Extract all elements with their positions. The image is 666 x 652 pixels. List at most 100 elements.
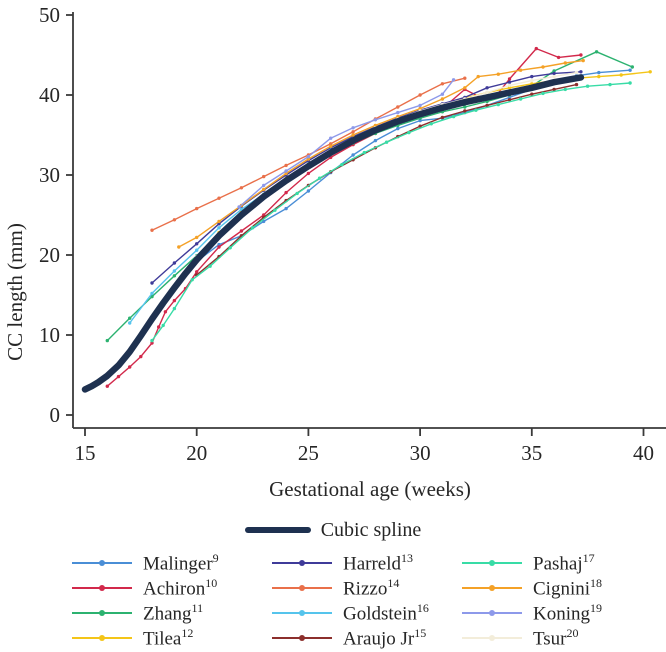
x-tick-label: 40	[633, 441, 654, 465]
series-marker-achiron	[306, 171, 311, 176]
x-tick-label: 30	[410, 441, 431, 465]
legend-entry-rizzo: Rizzo14	[272, 575, 462, 600]
legend-label-zhang: Zhang11	[143, 600, 204, 625]
series-marker-zhang	[150, 294, 154, 299]
series-marker-pashaj	[628, 81, 632, 85]
series-marker-malinger	[507, 95, 512, 100]
legend-label-koning: Koning19	[533, 600, 602, 625]
legend-entry-zhang: Zhang11	[72, 600, 272, 625]
legend-entry-araujo: Araujo Jr15	[272, 625, 462, 650]
series-marker-pashaj	[451, 114, 456, 119]
series-marker-harreld	[530, 74, 534, 79]
legend-marker-achiron	[99, 584, 105, 591]
series-marker-goldstein	[195, 248, 199, 252]
series-marker-araujo	[530, 92, 534, 96]
series-marker-pashaj	[362, 150, 366, 155]
legend-column-2: Harreld13 Rizzo14 Goldstein16 Araujo Jr15	[272, 550, 462, 650]
chart-canvas: 0 10 20 30 40 50 15 20 25 30 35 40 CC length (mm) G…	[3, 3, 666, 501]
series-marker-achiron	[163, 310, 168, 314]
legend-swatch-tsur	[462, 634, 522, 641]
series-marker-achiron	[262, 213, 266, 217]
legend-label-tsur: Tsur20	[533, 625, 579, 650]
series-marker-malinger	[306, 189, 311, 193]
series-marker-koning	[440, 92, 445, 96]
series-marker-rizzo	[217, 196, 221, 200]
legend-entry-pashaj: Pashaj17	[462, 550, 632, 575]
legend-marker-koning	[489, 609, 495, 616]
legend-swatch-cignini	[462, 584, 522, 591]
legend-marker-goldstein	[299, 609, 305, 616]
series-marker-rizzo	[195, 206, 199, 211]
legend-swatch-harreld	[272, 559, 332, 566]
series-marker-pashaj	[273, 208, 277, 212]
series-marker-koning	[373, 118, 378, 122]
series-marker-zhang	[128, 316, 132, 320]
legend-marker-harreld	[299, 559, 305, 566]
x-tick-label: 35	[521, 441, 542, 465]
series-marker-pashaj	[496, 102, 500, 107]
series-marker-pashaj	[608, 82, 612, 87]
series-marker-pashaj	[228, 246, 232, 250]
series-marker-rizzo	[172, 218, 177, 222]
series-marker-cignini	[463, 86, 467, 90]
series-marker-pashaj	[190, 278, 194, 282]
series-marker-achiron	[195, 270, 199, 274]
series-marker-harreld	[217, 222, 221, 226]
series-marker-koning	[262, 183, 266, 188]
y-tick-label: 30	[39, 163, 60, 187]
series-marker-harreld	[150, 281, 154, 285]
series-marker-cignini	[195, 235, 199, 240]
series-marker-malinger	[373, 138, 378, 143]
legend-swatch-araujo	[272, 634, 332, 641]
series-line-tilea	[184, 71, 651, 274]
series-marker-achiron	[534, 46, 538, 51]
series-marker-rizzo	[396, 105, 400, 109]
legend-swatch-goldstein	[272, 609, 332, 616]
series-marker-tsur	[507, 83, 512, 88]
series-marker-tsur	[552, 74, 556, 79]
series-marker-koning	[306, 154, 311, 159]
series-marker-araujo	[574, 82, 579, 87]
series-marker-cignini	[496, 72, 500, 76]
legend-label-achiron: Achiron10	[143, 575, 218, 600]
series-marker-tilea	[507, 86, 512, 90]
series-marker-achiron	[172, 298, 177, 303]
series-marker-cignini	[581, 58, 585, 63]
series-marker-harreld	[195, 242, 199, 246]
series-marker-achiron	[150, 341, 154, 345]
legend-column-1: Malinger9 Achiron10 Zhang11 Tilea12	[72, 550, 272, 650]
series-marker-cignini	[306, 157, 311, 161]
series-marker-rizzo	[351, 130, 355, 134]
series-marker-cignini	[440, 97, 445, 101]
series-marker-cignini	[217, 219, 221, 224]
series-marker-pashaj	[585, 84, 590, 88]
y-tick-label: 50	[39, 3, 60, 27]
legend-column-3: Pashaj17 Cignini18 Koning19 Tsur20	[462, 550, 632, 650]
legend-label-goldstein: Goldstein16	[343, 600, 429, 625]
series-marker-pashaj	[161, 323, 165, 328]
series-marker-pashaj	[518, 97, 523, 101]
axes	[72, 12, 666, 429]
series-marker-cignini	[563, 61, 567, 65]
series-marker-goldstein	[172, 269, 177, 273]
series-marker-achiron	[239, 229, 244, 233]
series-marker-cignini	[418, 106, 422, 111]
legend-marker-rizzo	[299, 584, 305, 591]
series-marker-araujo	[463, 109, 467, 113]
series-marker-tilea	[648, 70, 652, 74]
series-marker-koning	[237, 205, 241, 209]
x-tick-label: 20	[186, 441, 207, 465]
legend-marker-malinger	[99, 559, 105, 566]
legend-marker-cignini	[489, 584, 495, 591]
y-axis-title: CC length (mm)	[3, 223, 27, 361]
series-marker-tsur	[485, 90, 489, 95]
series-marker-pashaj	[172, 306, 177, 311]
series-marker-achiron	[139, 354, 143, 359]
x-tick-label: 15	[75, 441, 96, 465]
series-marker-malinger	[396, 126, 400, 131]
series-marker-pashaj	[208, 264, 212, 268]
legend-entry-harreld: Harreld13	[272, 550, 462, 575]
series-marker-achiron	[579, 53, 583, 57]
y-tick-label: 0	[50, 403, 61, 427]
series-marker-tilea	[619, 73, 623, 77]
